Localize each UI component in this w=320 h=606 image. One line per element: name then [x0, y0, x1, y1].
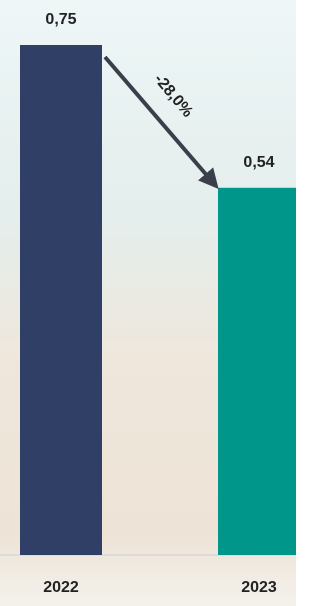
- value-label: 0,75: [45, 11, 76, 28]
- page: 0,7520220,542023-28,0% (() => { const da…: [0, 0, 320, 606]
- x-tick-label: 2023: [241, 579, 277, 596]
- x-tick-label: 2022: [43, 579, 79, 596]
- value-label: 0,54: [243, 154, 274, 171]
- bar: [20, 45, 102, 555]
- bar: [218, 188, 296, 555]
